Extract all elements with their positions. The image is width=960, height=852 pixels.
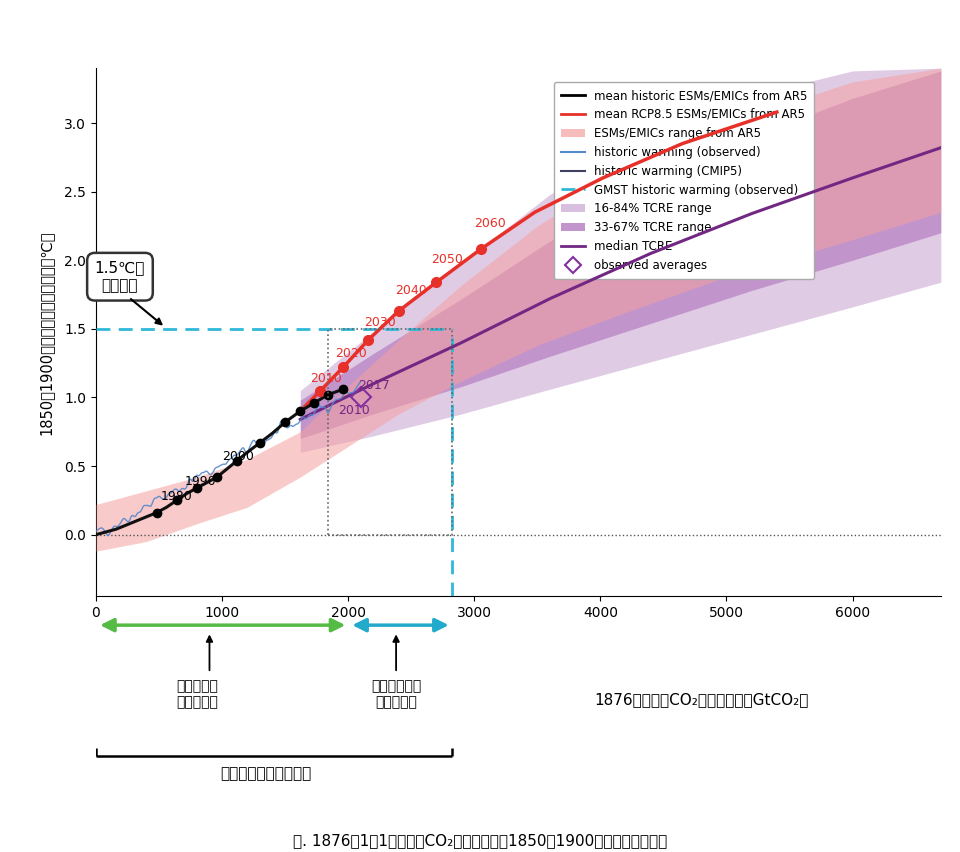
Text: 2010: 2010 [310, 372, 342, 385]
Text: 1980: 1980 [160, 490, 192, 503]
Text: 1.5℃の
気温上昇: 1.5℃の 気温上昇 [95, 261, 145, 293]
Text: 2000: 2000 [222, 451, 254, 463]
Text: 2017: 2017 [358, 379, 390, 392]
Text: 2020: 2020 [336, 348, 368, 360]
Text: 2050: 2050 [431, 253, 464, 266]
Text: 2060: 2060 [474, 217, 506, 230]
Text: 図. 1876年1月1日以降のCO₂累積排出量と1850〜1900年以降の気温変化: 図. 1876年1月1日以降のCO₂累積排出量と1850〜1900年以降の気温変… [293, 832, 667, 848]
Y-axis label: 1850〜1900年以降の表面気温変化（℃）: 1850〜1900年以降の表面気温変化（℃） [38, 230, 53, 435]
Legend: mean historic ESMs/EMICs from AR5, mean RCP8.5 ESMs/EMICs from AR5, ESMs/EMICs r: mean historic ESMs/EMICs from AR5, mean … [554, 82, 814, 279]
Text: 残余カーボン
バジェット: 残余カーボン バジェット [371, 680, 421, 710]
Text: 2040: 2040 [395, 285, 426, 297]
Bar [328, 329, 451, 535]
Text: 2010: 2010 [338, 404, 370, 417]
Text: 1876年以降のCO₂累積排出量（GtCO₂）: 1876年以降のCO₂累積排出量（GtCO₂） [594, 692, 808, 707]
Text: 現在までの
累積排出量: 現在までの 累積排出量 [176, 680, 218, 710]
Text: 総カーボンバジェット: 総カーボンバジェット [221, 766, 312, 780]
Text: 1990: 1990 [184, 475, 216, 488]
Text: 2030: 2030 [365, 316, 396, 329]
